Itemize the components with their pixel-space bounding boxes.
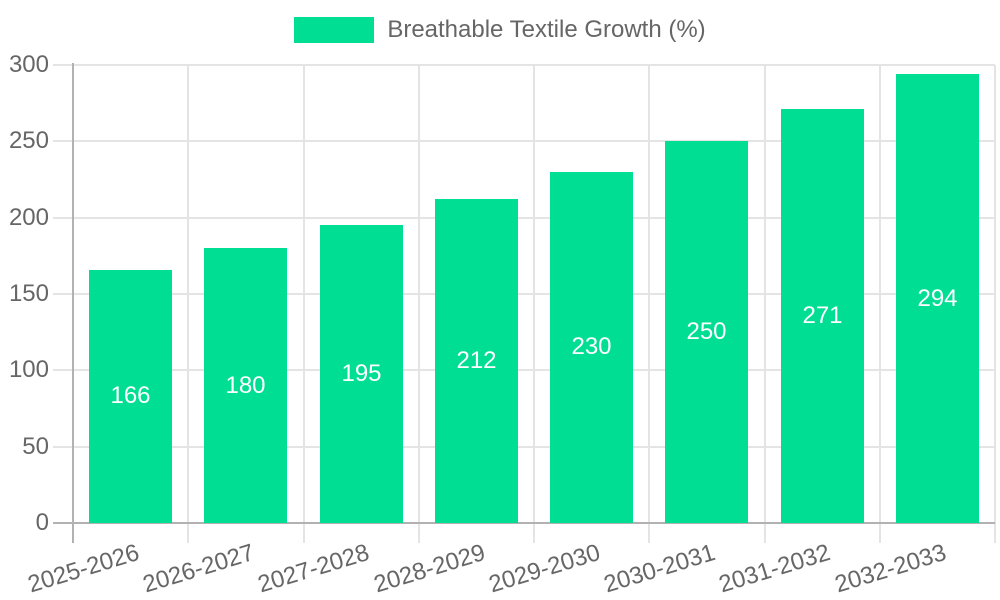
bar[interactable] [550, 172, 633, 523]
x-tick-label: 2026-2027 [139, 539, 258, 599]
x-axis-tick [879, 523, 881, 543]
bar[interactable] [320, 225, 403, 523]
y-tick-label: 50 [22, 433, 49, 460]
y-axis-tick [53, 140, 73, 142]
gridline-vertical [764, 65, 766, 523]
gridline-vertical [648, 65, 650, 523]
y-axis-tick [53, 446, 73, 448]
x-tick-label: 2031-2032 [716, 539, 834, 599]
chart-legend: Breathable Textile Growth (%) [0, 17, 1000, 43]
y-tick-label: 250 [8, 127, 49, 154]
x-tick-label: 2030-2031 [600, 539, 719, 599]
y-tick-label: 150 [8, 280, 49, 307]
x-axis-tick [994, 523, 996, 543]
x-tick-label: 2032-2033 [831, 539, 949, 599]
bar[interactable] [89, 270, 172, 523]
legend-swatch-icon [294, 17, 375, 43]
x-tick-label: 2028-2029 [370, 539, 488, 599]
x-axis-tick [418, 523, 420, 543]
y-tick-label: 0 [35, 509, 49, 536]
y-axis-tick [53, 217, 73, 219]
y-tick-label: 100 [8, 356, 49, 383]
y-axis-tick [53, 369, 73, 371]
y-tick-label: 300 [8, 51, 49, 78]
legend-label: Breathable Textile Growth (%) [387, 16, 706, 43]
x-axis-line [53, 522, 995, 524]
y-axis-tick [53, 293, 73, 295]
bar[interactable] [435, 199, 518, 523]
y-axis-line [72, 63, 74, 543]
gridline-vertical [303, 65, 305, 523]
x-axis-tick [533, 523, 535, 543]
x-tick-label: 2027-2028 [255, 539, 373, 599]
bar[interactable] [204, 248, 287, 523]
gridline-vertical [879, 65, 881, 523]
legend-item[interactable]: Breathable Textile Growth (%) [294, 16, 706, 43]
x-tick-label: 2025-2026 [24, 539, 143, 599]
x-axis-tick [648, 523, 650, 543]
x-tick-label: 2029-2030 [485, 539, 604, 599]
x-axis-tick [764, 523, 766, 543]
x-axis-tick [303, 523, 305, 543]
gridline-vertical [533, 65, 535, 523]
x-axis-tick [187, 523, 189, 543]
gridline-vertical [187, 65, 189, 523]
y-axis-tick [53, 64, 73, 66]
y-tick-label: 200 [8, 204, 49, 231]
gridline-vertical [418, 65, 420, 523]
gridline-vertical [994, 65, 996, 523]
bar[interactable] [896, 74, 979, 523]
bar[interactable] [665, 141, 748, 523]
bar[interactable] [781, 109, 864, 523]
